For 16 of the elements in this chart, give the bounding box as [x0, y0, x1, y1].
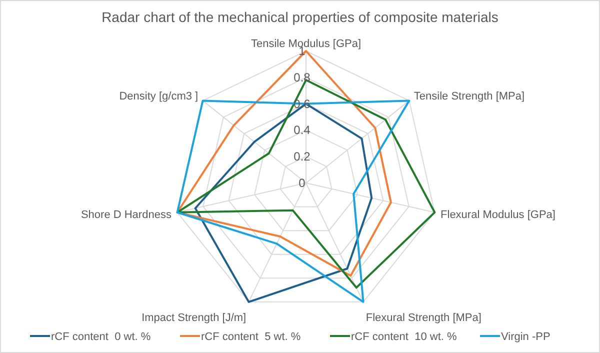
legend-label: Virgin -PP — [501, 331, 550, 343]
chart-title: Radar chart of the mechanical properties of composite materials — [102, 9, 498, 25]
y-tick-label: 0.8 — [294, 70, 311, 84]
spoke-label: Density [g/cm3 ] — [119, 90, 198, 103]
spoke-label: Flexural Strength [MPa] — [366, 312, 482, 324]
spoke-label: Tensile Strength [MPa] — [414, 90, 525, 103]
spoke-label: Shore D Hardness — [80, 209, 172, 222]
spoke-label: Impact Strength [J/m] — [142, 312, 246, 324]
spoke-label: Flexural Modulus [GPa] — [440, 209, 556, 222]
y-tick-label: 0.6 — [294, 96, 311, 111]
y-tick-label: 0 — [298, 176, 306, 190]
y-tick-label: 0.4 — [294, 123, 311, 138]
legend-label: rCF content 5 wt. % — [201, 331, 301, 343]
legend-label: rCF content 0 wt. % — [51, 331, 151, 343]
legend-label: rCF content 10 wt. % — [351, 331, 457, 343]
y-tick-label: 0.2 — [294, 150, 311, 164]
